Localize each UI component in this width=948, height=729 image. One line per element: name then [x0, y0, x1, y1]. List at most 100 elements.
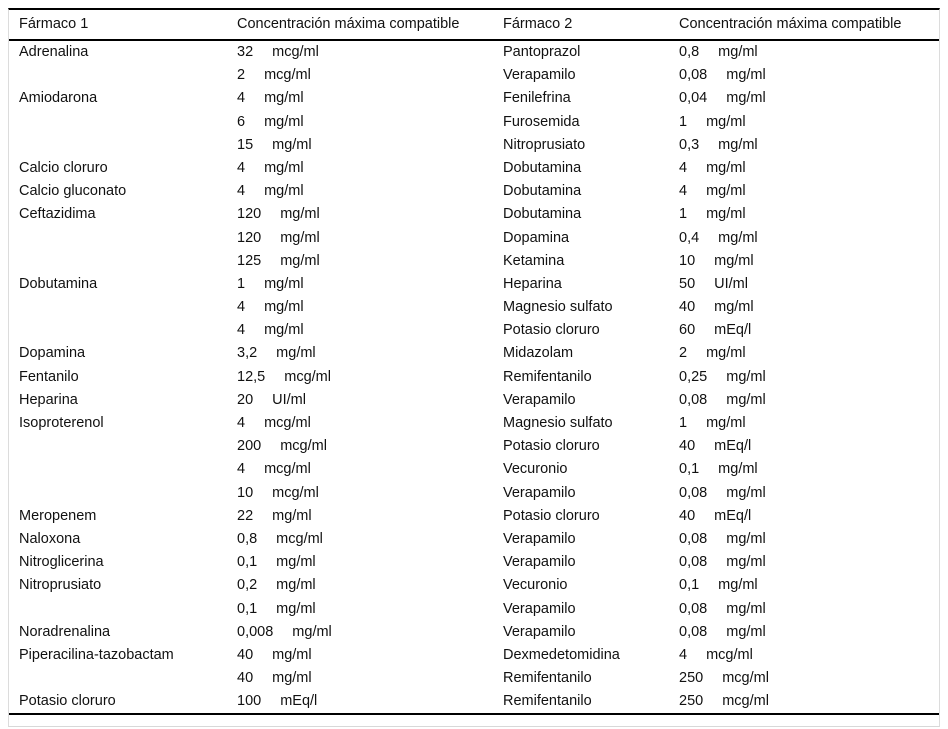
compatibility-table: Fármaco 1 Concentración máxima compatibl… — [8, 8, 940, 727]
concentration-unit: mg/ml — [276, 554, 316, 571]
concentracion2-value: 0,08 mg/ml — [671, 598, 939, 621]
table-row: Heparina 20 UI/ml Verapamilo 0,08 mg/ml — [9, 389, 939, 412]
farmaco2-name: Nitroprusiato — [503, 136, 586, 153]
concentration-number: 0,3 — [679, 136, 700, 153]
concentration-number: 250 — [679, 670, 704, 687]
concentracion2-value: 0,8 mg/ml — [671, 41, 939, 64]
concentration-number: 4 — [237, 90, 246, 107]
concentracion2-value: 4 mg/ml — [671, 157, 939, 180]
farmaco1-name: Calcio cloruro — [19, 159, 108, 176]
concentracion1-value: 40 mg/ml — [229, 644, 495, 667]
farmaco1-name: Dobutamina — [19, 275, 98, 292]
farmaco2-name: Verapamilo — [503, 623, 576, 640]
concentracion2-value: 250 mcg/ml — [671, 667, 939, 690]
concentration-unit: mg/ml — [726, 554, 766, 571]
concentracion1-value: 120 mg/ml — [229, 227, 495, 250]
concentration-unit: mcg/ml — [276, 530, 323, 547]
concentration-unit: mcg/ml — [722, 693, 769, 710]
farmaco2-name: Verapamilo — [503, 67, 576, 84]
concentracion2-value: 10 mg/ml — [671, 250, 939, 273]
table-row: Piperacilina-tazobactam 40 mg/ml Dexmedet… — [9, 644, 939, 667]
table-row: Naloxona 0,8 mcg/ml Verapamilo 0,08 mg/ml — [9, 528, 939, 551]
concentracion1-value: 20 UI/ml — [229, 389, 495, 412]
concentration-number: 40 — [679, 507, 696, 524]
concentration-number: 15 — [237, 136, 254, 153]
concentration-number: 0,04 — [679, 90, 708, 107]
concentration-unit: mg/ml — [272, 646, 312, 663]
concentracion1-value: 0,8 mcg/ml — [229, 528, 495, 551]
concentration-number: 0,2 — [237, 577, 258, 594]
concentracion1-value: 22 mg/ml — [229, 505, 495, 528]
table-row: 2 mcg/ml Verapamilo 0,08 mg/ml — [9, 64, 939, 87]
farmaco2-name: Remifentanilo — [503, 670, 592, 687]
concentration-number: 3,2 — [237, 345, 258, 362]
concentracion2-value: 0,04 mg/ml — [671, 87, 939, 110]
farmaco2-name: Furosemida — [503, 113, 580, 130]
header-concentracion-1: Concentración máxima compatible — [237, 16, 460, 32]
concentration-unit: mg/ml — [264, 90, 304, 107]
farmaco2-name: Magnesio sulfato — [503, 299, 613, 316]
farmaco1-name: Adrenalina — [19, 44, 89, 60]
concentration-unit: mg/ml — [706, 206, 746, 223]
concentration-unit: mg/ml — [264, 183, 304, 200]
table-row: 40 mg/ml Remifentanilo 250 mcg/ml — [9, 667, 939, 690]
concentracion2-value: 1 mg/ml — [671, 203, 939, 226]
table-row: 200 mcg/ml Potasio cloruro 40 mEq/l — [9, 435, 939, 458]
concentration-number: 0,1 — [679, 577, 700, 594]
concentracion2-value: 60 mEq/l — [671, 319, 939, 342]
concentration-number: 120 — [237, 229, 262, 246]
concentration-unit: mcg/ml — [284, 368, 331, 385]
concentracion2-value: 50 UI/ml — [671, 273, 939, 296]
farmaco2-name: Verapamilo — [503, 391, 576, 408]
concentration-unit: mcg/ml — [264, 461, 311, 478]
farmaco1-name: Amiodarona — [19, 90, 98, 107]
concentracion2-value: 250 mcg/ml — [671, 690, 939, 713]
concentracion2-value: 0,3 mg/ml — [671, 134, 939, 157]
farmaco2-name: Verapamilo — [503, 554, 576, 571]
table-row: Potasio cloruro 100 mEq/l Remifentanilo 2… — [9, 690, 939, 713]
concentration-unit: mg/ml — [714, 299, 754, 316]
concentracion2-value: 4 mg/ml — [671, 180, 939, 203]
concentration-number: 0,08 — [679, 530, 708, 547]
table-row: 4 mg/ml Potasio cloruro 60 mEq/l — [9, 319, 939, 342]
concentration-unit: mg/ml — [706, 345, 746, 362]
concentration-unit: mg/ml — [726, 623, 766, 640]
farmaco2-name: Heparina — [503, 275, 562, 292]
concentration-unit: mg/ml — [264, 322, 304, 339]
concentration-number: 0,8 — [679, 44, 700, 60]
table-row: Amiodarona 4 mg/ml Fenilefrina 0,04 mg/ml — [9, 87, 939, 110]
header-concentracion-2: Concentración máxima compatible — [679, 16, 902, 32]
concentracion1-value: 4 mcg/ml — [229, 458, 495, 481]
concentration-unit: mg/ml — [718, 136, 758, 153]
concentracion1-value: 120 mg/ml — [229, 203, 495, 226]
concentracion1-value: 4 mg/ml — [229, 319, 495, 342]
concentration-unit: mg/ml — [726, 67, 766, 84]
table-row: 6 mg/ml Furosemida 1 mg/ml — [9, 111, 939, 134]
concentracion1-value: 125 mg/ml — [229, 250, 495, 273]
farmaco1-name: Nitroprusiato — [19, 577, 102, 594]
concentracion2-value: 0,08 mg/ml — [671, 621, 939, 644]
table-row: 0,1 mg/ml Verapamilo 0,08 mg/ml — [9, 598, 939, 621]
concentration-number: 6 — [237, 113, 246, 130]
concentracion2-value: 4 mcg/ml — [671, 644, 939, 667]
concentracion2-value: 0,25 mg/ml — [671, 366, 939, 389]
table-header-row: Fármaco 1 Concentración máxima compatibl… — [9, 10, 939, 41]
concentration-number: 0,08 — [679, 600, 708, 617]
concentration-unit: mg/ml — [272, 507, 312, 524]
farmaco2-name: Dobutamina — [503, 183, 582, 200]
concentration-unit: mcg/ml — [272, 484, 319, 501]
table-row: Nitroprusiato 0,2 mg/ml Vecuronio 0,1 mg/m… — [9, 574, 939, 597]
farmaco1-name: Naloxona — [19, 530, 81, 547]
concentration-unit: mEq/l — [714, 322, 752, 339]
concentracion2-value: 0,08 mg/ml — [671, 64, 939, 87]
header-farmaco-1: Fármaco 1 — [19, 16, 89, 32]
concentration-unit: mg/ml — [276, 345, 316, 362]
concentration-number: 0,08 — [679, 554, 708, 571]
table-row: 125 mg/ml Ketamina 10 mg/ml — [9, 250, 939, 273]
farmaco2-name: Remifentanilo — [503, 693, 592, 710]
table-row: Noradrenalina 0,008 mg/ml Verapamilo 0,08… — [9, 621, 939, 644]
concentracion1-value: 15 mg/ml — [229, 134, 495, 157]
concentracion1-value: 1 mg/ml — [229, 273, 495, 296]
concentration-number: 0,08 — [679, 391, 708, 408]
concentracion2-value: 0,08 mg/ml — [671, 482, 939, 505]
